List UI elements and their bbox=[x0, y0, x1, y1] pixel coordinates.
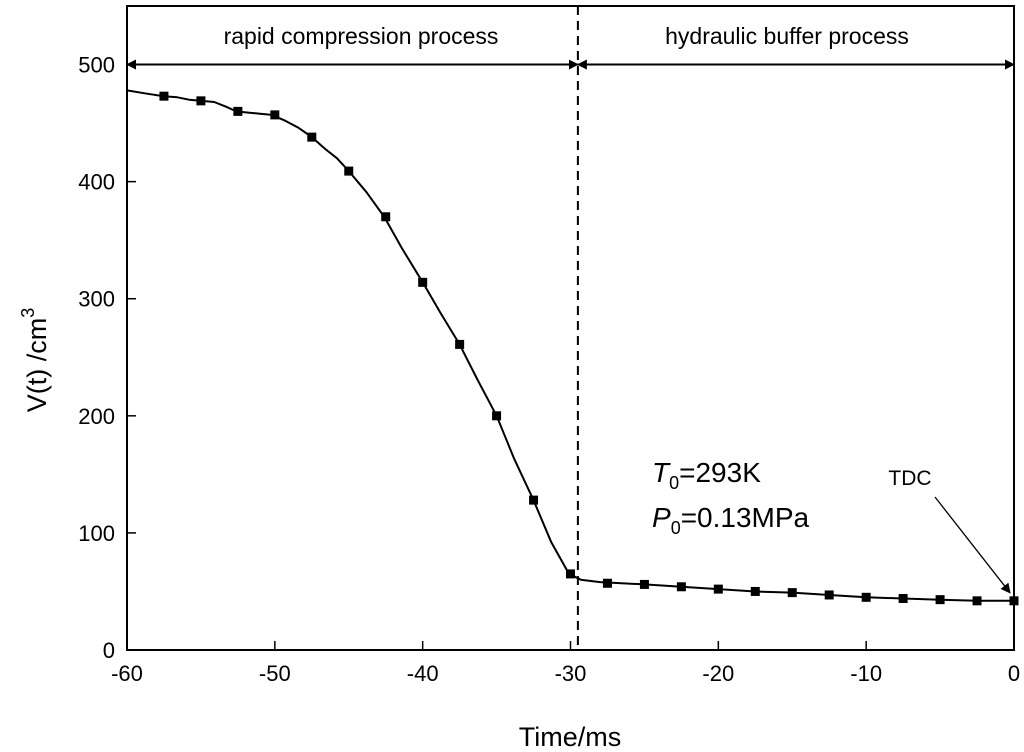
annotation-t0-sub: 0 bbox=[669, 473, 679, 493]
annotation-t0-value: =293K bbox=[679, 457, 761, 488]
y-tick-label: 500 bbox=[78, 53, 115, 78]
region-label-rapid-compression: rapid compression process bbox=[224, 23, 499, 49]
data-point-marker bbox=[529, 495, 539, 505]
y-tick-label: 200 bbox=[78, 404, 115, 429]
data-point-marker bbox=[307, 132, 317, 142]
tdc-arrow bbox=[934, 496, 1011, 594]
y-axis-title-text: V(t) /cm bbox=[22, 318, 52, 413]
annotation-p0: P0=0.13MPa bbox=[652, 502, 810, 538]
y-tick-label: 100 bbox=[78, 521, 115, 546]
data-point-marker bbox=[602, 578, 612, 588]
data-point-marker bbox=[713, 584, 723, 594]
data-point-marker bbox=[270, 110, 280, 120]
data-point-marker bbox=[492, 411, 502, 421]
region-label-hydraulic-buffer: hydraulic buffer process bbox=[665, 23, 909, 49]
data-point-marker bbox=[787, 588, 797, 598]
data-point-marker bbox=[972, 596, 982, 606]
data-point-marker bbox=[898, 593, 908, 603]
data-point-marker bbox=[750, 586, 760, 596]
annotation-p0-symbol: P bbox=[652, 502, 671, 533]
x-tick-label: -30 bbox=[555, 661, 587, 686]
series-line bbox=[126, 89, 1014, 602]
x-axis-ticks: -60 -50 -40 -30 -20 -10 0 bbox=[111, 641, 1020, 686]
x-tick-label: -40 bbox=[407, 661, 439, 686]
x-tick-label: 0 bbox=[1008, 661, 1020, 686]
data-point-marker bbox=[676, 582, 686, 592]
x-tick-label: -50 bbox=[259, 661, 291, 686]
y-axis-title: V(t) /cm3 bbox=[18, 308, 52, 413]
data-point-marker bbox=[344, 166, 354, 176]
data-point-marker bbox=[566, 569, 575, 579]
annotation-p0-sub: 0 bbox=[671, 518, 681, 538]
region-overlays bbox=[126, 6, 1015, 650]
data-point-marker bbox=[159, 91, 169, 101]
data-point-marker bbox=[861, 592, 871, 602]
y-axis-title-superscript: 3 bbox=[18, 308, 38, 318]
tdc-label: TDC bbox=[888, 467, 931, 490]
annotation-t0-symbol: T bbox=[652, 457, 671, 488]
data-point-marker bbox=[455, 339, 465, 349]
data-point-marker bbox=[935, 595, 945, 605]
y-tick-label: 0 bbox=[103, 638, 115, 663]
annotation-t0: T0=293K bbox=[652, 457, 761, 493]
data-point-marker bbox=[639, 579, 649, 589]
x-tick-label: -60 bbox=[111, 661, 143, 686]
annotation-p0-value: =0.13MPa bbox=[681, 502, 810, 533]
x-tick-label: -10 bbox=[850, 661, 882, 686]
x-axis-title: Time/ms bbox=[519, 722, 622, 752]
y-axis-ticks: 0 100 200 300 400 500 bbox=[78, 53, 136, 663]
data-point-marker bbox=[824, 590, 834, 600]
data-point-marker bbox=[196, 96, 206, 106]
data-point-marker bbox=[233, 106, 243, 116]
marker-group bbox=[159, 91, 1019, 606]
y-tick-label: 400 bbox=[78, 170, 115, 195]
data-point-marker bbox=[381, 212, 391, 222]
data-point-marker bbox=[1009, 596, 1019, 606]
y-tick-label: 300 bbox=[78, 287, 115, 312]
data-point-marker bbox=[418, 277, 428, 287]
plot-frame bbox=[126, 5, 1015, 651]
series-group bbox=[126, 89, 1014, 602]
x-tick-label: -20 bbox=[702, 661, 734, 686]
